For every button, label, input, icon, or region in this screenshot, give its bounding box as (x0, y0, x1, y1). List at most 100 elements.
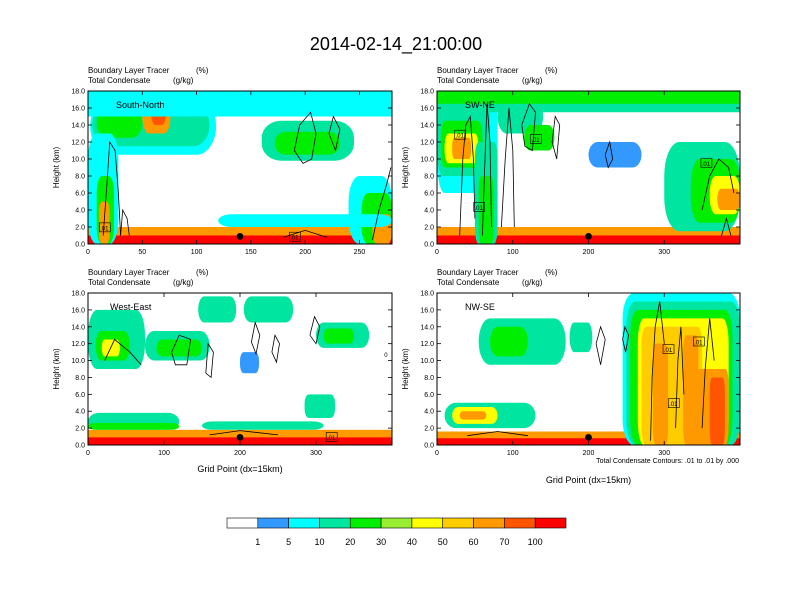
x-tick-label: 200 (583, 249, 595, 256)
contour-line (293, 111, 317, 164)
contour-line (209, 430, 279, 436)
x-tick-label: 250 (354, 249, 366, 256)
tracer-region (240, 352, 259, 374)
svg-text:.01: .01 (694, 340, 703, 346)
x-tick-label: 300 (658, 450, 670, 457)
svg-text:.01: .01 (327, 436, 336, 442)
panels: .01 .01 0.0 2.0 4.0 6.0 8.0 10.0 12.0 14.0 16.0 18.… (52, 66, 741, 485)
tracer-region (652, 343, 669, 445)
tracer-field (88, 91, 392, 244)
y-tick-label: 18.0 (71, 291, 85, 298)
tracer-region (218, 214, 392, 227)
tracer-region (569, 322, 593, 353)
x-tick-label: 300 (658, 249, 670, 256)
colorbar-swatch (257, 517, 289, 529)
contour-label: .01 (473, 202, 485, 212)
contour-line (720, 216, 732, 238)
panel-south-north: .01 .01 0.0 2.0 4.0 6.0 8.0 10.0 12.0 14.0 16.0 18.… (52, 66, 393, 256)
x-tick-label: 0 (435, 450, 439, 457)
panel-name: NW-SE (465, 302, 495, 312)
y-axis-label: Height (km) (52, 146, 61, 188)
y-tick-label: 14.0 (71, 123, 85, 130)
right-title-line2: (g/kg) (522, 278, 543, 287)
colorbar-swatch (319, 517, 351, 529)
tracer-region (274, 131, 340, 155)
colorbar-label: 100 (528, 537, 543, 547)
svg-text:.01: .01 (664, 348, 673, 354)
condensate-contours (104, 315, 321, 436)
y-tick-label: 8.0 (424, 174, 434, 181)
y-tick-label: 18.0 (420, 291, 434, 298)
colorbar-label: 10 (314, 537, 324, 547)
colorbar-label: 70 (499, 537, 509, 547)
y-tick-label: 14.0 (71, 324, 85, 331)
right-title-line1: (%) (196, 268, 209, 277)
y-tick-label: 16.0 (420, 307, 434, 314)
contour-line (482, 103, 492, 236)
plot-frame (87, 90, 393, 245)
y-axis-label: Height (km) (401, 348, 410, 390)
contour-line (675, 326, 685, 429)
contour-label: .01 (325, 432, 338, 442)
tracer-region (243, 296, 294, 323)
contour-label: .01 (700, 157, 713, 168)
left-title-line1: Boundary Layer Tracer (88, 66, 170, 75)
panel-nw-se: .01 .01 .01 0.0 2.0 4.0 6.0 8.0 10.0 12.0 14.0 16.0… (401, 268, 741, 485)
contour-line (622, 325, 630, 353)
y-tick-label: 4.0 (75, 409, 85, 416)
y-tick-label: 8.0 (75, 375, 85, 382)
x-tick-label: 200 (583, 450, 595, 457)
contour-line (102, 140, 121, 236)
y-tick-label: 8.0 (424, 375, 434, 382)
x-axis-label: Grid Point (dx=15km) (197, 464, 282, 474)
y-tick-label: 6.0 (424, 392, 434, 399)
x-tick-label: 0 (86, 450, 90, 457)
svg-text:.01: .01 (531, 138, 540, 144)
tracer-region (88, 91, 392, 117)
svg-text:.01: .01 (669, 402, 678, 408)
colorbar-swatch (442, 517, 474, 529)
y-tick-label: 6.0 (75, 392, 85, 399)
tracer-region (452, 137, 472, 159)
contour-line (701, 158, 735, 211)
x-tick-label: 200 (234, 450, 246, 457)
contour-line (120, 208, 130, 236)
y-tick-label: 14.0 (420, 324, 434, 331)
contour-label: .01 (693, 336, 705, 346)
left-title-line1: Boundary Layer Tracer (88, 268, 170, 277)
tracer-region (490, 326, 528, 357)
y-tick-label: 12.0 (420, 140, 434, 147)
y-tick-label: 12.0 (71, 341, 85, 348)
contour-line (251, 321, 261, 356)
x-tick-label: 300 (310, 450, 322, 457)
y-tick-label: 0.0 (75, 242, 85, 249)
x-tick-label: 0 (435, 249, 439, 256)
colorbar-swatch (504, 517, 536, 529)
colorbar-swatch (349, 517, 382, 529)
contour-label: .01 (98, 222, 111, 232)
x-tick-label: 50 (138, 249, 146, 256)
y-tick-label: 0.0 (424, 242, 434, 249)
y-tick-label: 12.0 (71, 140, 85, 147)
left-title-line2: Total Condensate (437, 278, 500, 287)
y-tick-label: 2.0 (424, 426, 434, 433)
tracer-region (709, 377, 725, 445)
y-tick-label: 2.0 (75, 225, 85, 232)
tracer-region (588, 142, 642, 168)
contour-label: .01 (530, 134, 542, 144)
y-tick-label: 8.0 (75, 174, 85, 181)
y-tick-label: 4.0 (424, 409, 434, 416)
y-axis-label: Height (km) (52, 348, 61, 390)
colorbar-swatch (380, 517, 413, 529)
colorbar-label: 1 (255, 537, 260, 547)
left-title-line2: Total Condensate (437, 76, 500, 85)
svg-text:0: 0 (384, 353, 388, 359)
y-tick-label: 6.0 (75, 191, 85, 198)
y-tick-label: 0.0 (75, 443, 85, 450)
y-tick-label: 6.0 (424, 191, 434, 198)
contour-line (309, 315, 321, 345)
contour-line (459, 115, 476, 236)
condensate-contours (459, 102, 735, 238)
tracer-region (304, 394, 335, 418)
